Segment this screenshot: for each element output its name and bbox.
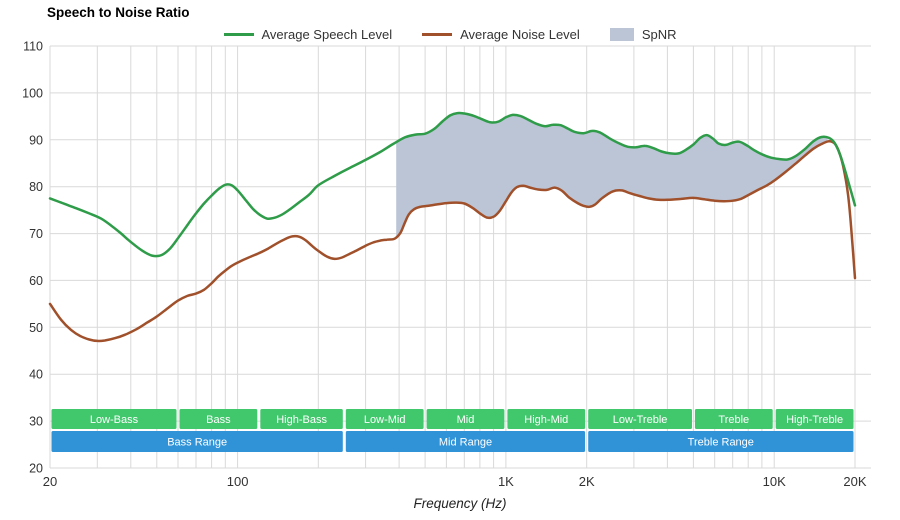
band-label: Mid Range — [439, 437, 492, 449]
x-tick-label: 20 — [43, 474, 57, 489]
speech-line-swatch — [223, 33, 254, 36]
band-treble-range — [588, 431, 854, 452]
band-label: Bass Range — [167, 437, 227, 449]
noise-curve — [48, 139, 857, 343]
band-label: Mid — [457, 414, 475, 426]
y-tick-label: 30 — [29, 415, 43, 429]
band-label: Low-Bass — [90, 414, 139, 426]
band-high-treble — [775, 409, 854, 429]
band-bass — [179, 409, 258, 429]
x-tick-label: 1K — [498, 474, 514, 489]
legend-item-speech: Average Speech Level — [223, 27, 393, 42]
y-tick-label: 60 — [29, 274, 43, 288]
band-label: Low-Mid — [364, 414, 406, 426]
y-tick-label: 40 — [29, 368, 43, 382]
legend-spnr-label: SpNR — [641, 27, 677, 42]
band-label: Low-Treble — [613, 414, 668, 426]
band-low-treble — [588, 409, 692, 429]
y-tick-label: 70 — [29, 227, 43, 241]
legend: Average Speech Level Average Noise Level… — [0, 27, 900, 42]
band-mid-range — [345, 431, 586, 452]
chart-title: Speech to Noise Ratio — [47, 5, 190, 20]
y-tick-label: 80 — [29, 180, 43, 194]
band-label: High-Bass — [276, 414, 327, 426]
band-mid — [426, 409, 505, 429]
legend-speech-label: Average Speech Level — [261, 27, 393, 42]
band-label: High-Mid — [524, 414, 568, 426]
noise-line-swatch — [422, 33, 453, 36]
x-tick-label: 10K — [763, 474, 786, 489]
band-low-bass — [51, 409, 177, 429]
band-label: Treble Range — [688, 437, 754, 449]
x-axis-label: Frequency (Hz) — [413, 496, 507, 511]
y-tick-label: 50 — [29, 321, 43, 335]
band-high-mid — [507, 409, 586, 429]
y-tick-label: 90 — [29, 133, 43, 147]
y-tick-label: 110 — [23, 40, 43, 54]
x-tick-label: 100 — [227, 474, 249, 489]
spnr-area — [396, 112, 828, 238]
band-label: Bass — [206, 414, 231, 426]
legend-noise-label: Average Noise Level — [460, 27, 580, 42]
legend-item-spnr: SpNR — [609, 27, 677, 42]
speech-curve — [48, 111, 857, 258]
y-tick-label: 100 — [22, 86, 43, 100]
frequency-bands: Low-Bass Bass High-Bass Low-Mid Mid High-Mid L… — [51, 409, 854, 452]
band-label: High-Treble — [786, 414, 843, 426]
band-treble — [694, 409, 773, 429]
band-bass-range — [51, 431, 343, 452]
band-low-mid — [345, 409, 424, 429]
x-tick-label: 2K — [579, 474, 595, 489]
x-tick-label: 20K — [843, 474, 866, 489]
band-label: Treble — [718, 414, 749, 426]
band-high-bass — [260, 409, 343, 429]
y-tick-label: 20 — [29, 462, 43, 476]
spnr-swatch — [609, 28, 634, 41]
legend-item-noise: Average Noise Level — [422, 27, 580, 42]
